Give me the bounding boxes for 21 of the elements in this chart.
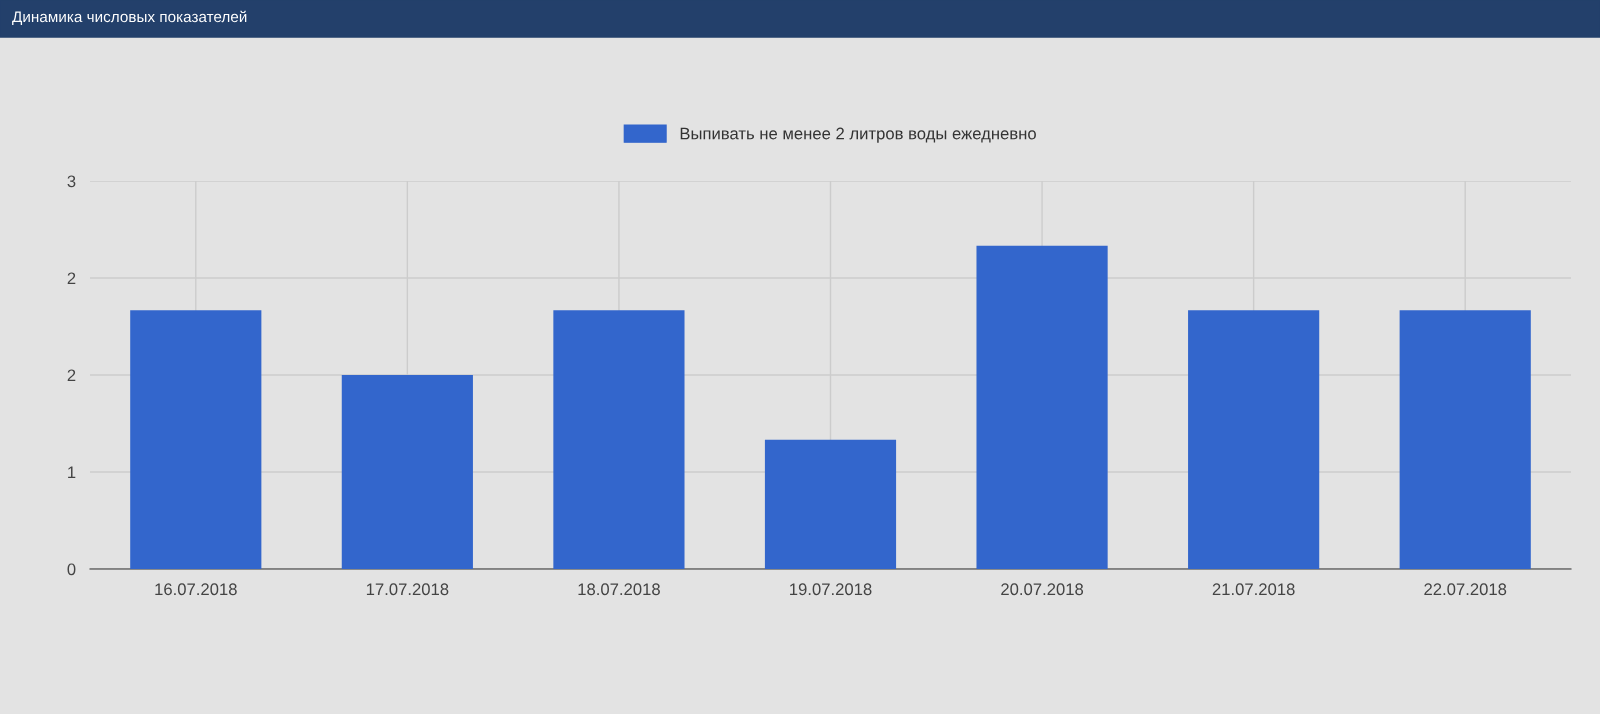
x-tick-label: 18.07.2018 [578, 583, 660, 596]
bar [1188, 310, 1320, 569]
x-tick-label: 19.07.2018 [790, 583, 872, 596]
bar [130, 310, 262, 569]
bar [553, 310, 685, 569]
x-tick-label: 20.07.2018 [1001, 583, 1084, 596]
x-tick-label: 22.07.2018 [1424, 583, 1507, 596]
y-tick-label: 2 [67, 369, 76, 382]
y-tick-label: 3 [67, 175, 76, 188]
bar [976, 245, 1108, 569]
x-tick-label: 17.07.2018 [366, 583, 449, 596]
bar [764, 439, 897, 569]
x-tick-label: 16.07.2018 [155, 583, 237, 596]
y-tick-label: 2 [67, 272, 76, 285]
y-tick-label: 1 [68, 466, 76, 479]
legend-label: Выпивать не менее 2 литров воды ежедневно [680, 127, 1036, 143]
chart-title: Динамика числовых показателей [12, 10, 247, 26]
x-tick-label: 21.07.2018 [1212, 583, 1295, 596]
y-tick-label: 0 [67, 563, 76, 576]
bar [341, 375, 473, 569]
bar [1399, 310, 1531, 569]
